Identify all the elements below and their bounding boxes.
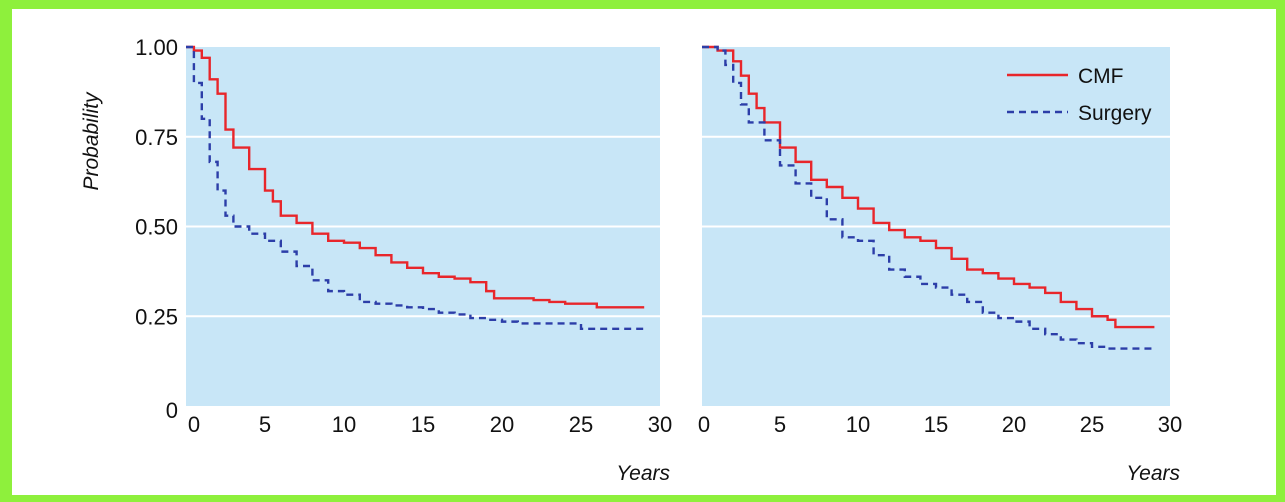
- legend-label-surgery: Surgery: [1078, 102, 1152, 125]
- y-tick-label: 0.25: [135, 304, 178, 329]
- series-line-cmf: [702, 45, 1155, 329]
- x-tick-label: 20: [1002, 412, 1026, 437]
- x-tick-label: 10: [846, 412, 870, 437]
- x-tick-label: 5: [259, 412, 271, 437]
- x-tick-label: 0: [698, 412, 710, 437]
- x-tick-label: 10: [332, 412, 356, 437]
- x-tick-label: 30: [648, 412, 672, 437]
- x-axis-label: Years: [616, 462, 670, 485]
- x-tick-label: 0: [188, 412, 200, 437]
- series-line-cmf: [186, 45, 645, 309]
- y-axis-label: Probability: [80, 91, 103, 191]
- x-tick-label: 30: [1158, 412, 1182, 437]
- y-tick-label: 1.00: [135, 35, 178, 60]
- x-tick-label: 15: [924, 412, 948, 437]
- legend-label-cmf: CMF: [1078, 65, 1124, 88]
- series-line-surgery: [186, 45, 645, 331]
- x-tick-label: 5: [774, 412, 786, 437]
- x-axis-label: Years: [1126, 462, 1180, 485]
- series-line-surgery: [702, 45, 1155, 350]
- y-tick-label: 0.50: [135, 215, 178, 240]
- x-tick-label: 15: [411, 412, 435, 437]
- x-tick-label: 25: [1080, 412, 1104, 437]
- y-tick-label: 0: [166, 398, 178, 423]
- y-tick-label: 0.75: [135, 125, 178, 150]
- x-tick-label: 25: [569, 412, 593, 437]
- x-tick-label: 20: [490, 412, 514, 437]
